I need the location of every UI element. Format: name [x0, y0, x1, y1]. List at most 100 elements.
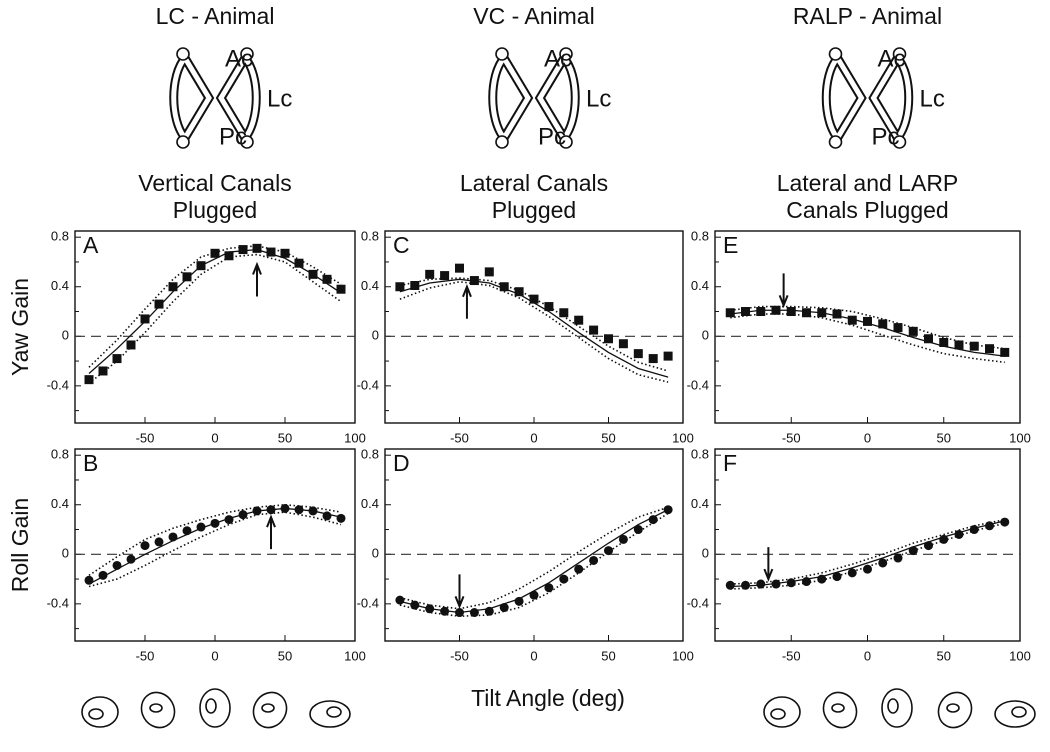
panel-label: C — [393, 232, 410, 258]
data-point — [308, 269, 318, 279]
data-point — [469, 608, 479, 618]
x-tick-label: -50 — [136, 648, 155, 663]
data-point — [648, 354, 658, 364]
data-point — [98, 570, 108, 580]
data-point — [878, 558, 888, 568]
data-point — [529, 294, 539, 304]
animal-title: VC - Animal — [473, 3, 594, 29]
data-point — [196, 522, 206, 532]
ampulla — [828, 135, 843, 149]
data-point — [425, 604, 435, 614]
y-tick-label: 0.4 — [361, 278, 379, 293]
x-tick-label: -50 — [782, 648, 801, 663]
y-tick-label: -0.4 — [687, 377, 709, 392]
x-tick-label: -50 — [450, 430, 469, 445]
fit-curve — [730, 305, 1005, 350]
data-point — [663, 505, 673, 515]
data-point — [455, 263, 464, 273]
data-point — [294, 505, 304, 515]
canal-label: Pc — [538, 123, 566, 150]
panel-label: D — [393, 450, 410, 476]
data-point — [939, 337, 949, 347]
y-tick-label: 0.8 — [691, 447, 709, 462]
data-point — [469, 276, 479, 286]
ampulla — [240, 47, 254, 61]
ampulla — [559, 47, 573, 61]
data-point — [648, 515, 658, 525]
animal-title: RALP - Animal — [793, 3, 942, 29]
condition-title: Vertical Canals — [138, 170, 291, 196]
x-tick-label: 0 — [211, 430, 218, 445]
data-point — [954, 340, 964, 350]
x-tick-label: -50 — [450, 648, 469, 663]
y-tick-label: -0.4 — [47, 377, 69, 392]
data-point — [725, 308, 735, 318]
y-axis-label: Roll Gain — [7, 498, 33, 593]
panel-label: F — [723, 450, 737, 476]
data-point — [969, 525, 979, 535]
data-point — [455, 608, 464, 618]
data-point — [893, 553, 903, 563]
data-point — [308, 506, 318, 516]
x-tick-label: 50 — [601, 648, 615, 663]
ampulla — [176, 47, 190, 61]
canal-label: Pc — [872, 123, 900, 150]
data-point — [589, 555, 599, 565]
data-point — [395, 595, 405, 605]
y-tick-label: 0.4 — [691, 496, 709, 511]
panel-label: B — [83, 450, 98, 476]
canal-lumen — [823, 56, 865, 140]
y-tick-label: -0.4 — [47, 595, 69, 610]
data-point — [238, 245, 248, 255]
y-tick-label: 0.8 — [691, 229, 709, 244]
data-point — [618, 534, 628, 544]
canal-label: Lc — [586, 85, 611, 112]
data-point — [182, 526, 192, 536]
data-point — [266, 505, 276, 515]
data-point — [985, 344, 994, 354]
arrow — [266, 514, 276, 550]
data-point — [863, 564, 872, 574]
data-point — [336, 284, 346, 294]
data-point — [224, 251, 234, 261]
data-point — [589, 325, 599, 335]
ampulla — [176, 135, 190, 149]
ampulla — [559, 135, 573, 149]
data-point — [514, 287, 524, 297]
data-point — [182, 272, 192, 282]
data-point — [741, 307, 750, 317]
y-axis-label: Yaw Gain — [7, 278, 33, 376]
data-point — [908, 326, 918, 336]
data-point — [425, 269, 435, 279]
data-point — [84, 375, 94, 385]
plot-frame — [74, 230, 356, 424]
data-point — [756, 307, 766, 317]
data-point — [878, 319, 888, 329]
ampulla — [892, 135, 907, 149]
x-tick-label: 0 — [211, 648, 218, 663]
canal-diagram — [821, 47, 914, 149]
x-tick-label: 100 — [672, 430, 694, 445]
data-point — [771, 579, 781, 589]
y-tick-label: 0.4 — [51, 496, 69, 511]
y-tick-label: 0 — [62, 328, 69, 343]
data-point — [440, 271, 450, 281]
y-tick-label: 0 — [702, 328, 709, 343]
data-point — [280, 248, 290, 258]
data-point — [863, 316, 872, 326]
arrow — [454, 574, 465, 610]
data-point — [771, 305, 781, 315]
panel-label: E — [723, 232, 738, 258]
data-point — [84, 575, 94, 585]
y-tick-label: 0.8 — [361, 447, 379, 462]
y-tick-label: -0.4 — [357, 595, 379, 610]
canal-lumen — [537, 56, 578, 140]
data-point — [336, 513, 346, 523]
canal-label: Lc — [267, 85, 292, 112]
data-point — [112, 354, 122, 364]
data-point — [985, 521, 994, 531]
fit-curve — [88, 253, 342, 384]
panel-label: A — [83, 232, 99, 258]
data-point — [893, 323, 903, 333]
